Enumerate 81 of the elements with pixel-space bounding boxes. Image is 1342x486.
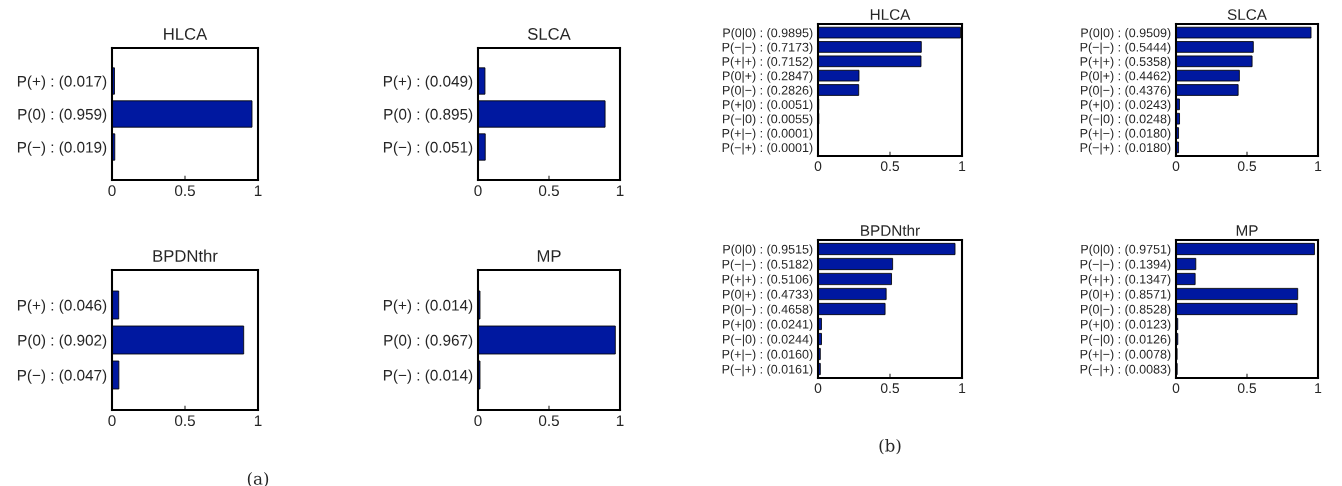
y-tick-label: P(+|0) : (0.0241) — [723, 319, 813, 332]
x-tick-label: 0.5 — [880, 383, 900, 394]
y-tick-label: P(−) : (0.014) — [383, 369, 473, 384]
y-tick-label: P(−|0) : (0.0126) — [1081, 334, 1171, 347]
y-tick-label: P(+|0) : (0.0243) — [1081, 99, 1171, 112]
y-tick-label: P(0|0) : (0.9751) — [1081, 244, 1171, 257]
chart-title: HLCA — [164, 28, 208, 40]
x-tick-label: 0 — [814, 383, 822, 394]
chart-title: MP — [537, 250, 561, 262]
y-tick-label: P(−|0) : (0.0248) — [1081, 114, 1171, 126]
x-tick-label: 1 — [959, 383, 966, 393]
y-tick-label: P(+|+) : (0.5358) — [1080, 56, 1171, 69]
y-tick-label: P(0|+) : (0.4733) — [723, 289, 813, 302]
y-tick-label: P(−|0) : (0.0055) — [723, 114, 813, 126]
y-tick-label: P(0|+) : (0.8571) — [1081, 289, 1171, 302]
x-tick-label: 0 — [1172, 383, 1180, 394]
y-tick-label: P(−|+) : (0.0161) — [722, 364, 813, 377]
y-tick-label: P(0) : (0.902) — [18, 334, 107, 349]
y-tick-label: P(0|0) : (0.9515) — [723, 244, 813, 257]
y-tick-label: P(0|0) : (0.9509) — [1081, 28, 1171, 40]
y-tick-label: P(+) : (0.049) — [383, 75, 473, 90]
chart-title: SLCA — [527, 28, 571, 40]
x-tick-label: 0 — [474, 185, 482, 197]
y-tick-label: P(0) : (0.959) — [18, 108, 107, 123]
x-tick-label: 0 — [474, 415, 482, 427]
x-tick-label: 1 — [616, 415, 624, 426]
y-tick-label: P(−|−) : (0.5444) — [1080, 42, 1171, 55]
y-tick-label: P(+|−) : (0.0180) — [1080, 128, 1171, 141]
x-tick-label: 0 — [814, 161, 822, 172]
y-tick-label: P(+|−) : (0.0001) — [722, 128, 813, 141]
y-tick-label: P(0|0) : (0.9895) — [723, 28, 813, 40]
x-tick-label: 1 — [616, 185, 624, 196]
y-tick-label: P(+) : (0.017) — [17, 75, 107, 90]
y-tick-label: P(0|+) : (0.2847) — [723, 71, 813, 83]
x-tick-label: 0.5 — [538, 185, 559, 197]
y-tick-label: P(−) : (0.019) — [17, 141, 107, 156]
chart-title: BPDNthr — [861, 224, 920, 236]
y-tick-label: P(+|0) : (0.0123) — [1081, 319, 1171, 332]
x-tick-label: 0.5 — [538, 415, 559, 427]
x-tick-label: 1 — [254, 185, 262, 196]
y-tick-label: P(0) : (0.967) — [384, 334, 473, 349]
chart-title: MP — [1236, 225, 1258, 236]
y-tick-label: P(+|+) : (0.7152) — [722, 56, 813, 69]
x-tick-label: 1 — [254, 415, 262, 426]
x-tick-label: 0.5 — [880, 161, 900, 172]
y-tick-label: P(+|−) : (0.0078) — [1080, 349, 1171, 362]
x-tick-label: 0 — [108, 185, 116, 197]
y-tick-label: P(−|+) : (0.0083) — [1080, 364, 1171, 377]
y-tick-label: P(+) : (0.046) — [17, 299, 107, 314]
y-tick-label: P(0|−) : (0.4658) — [723, 304, 813, 317]
x-tick-label: 1 — [1315, 383, 1322, 393]
y-tick-label: P(0) : (0.895) — [384, 108, 473, 123]
y-tick-label: P(0|−) : (0.4376) — [1081, 85, 1171, 98]
y-tick-label: P(−|+) : (0.0001) — [722, 142, 813, 155]
y-tick-label: P(−|0) : (0.0244) — [723, 334, 813, 347]
y-tick-label: P(+|+) : (0.1347) — [1080, 274, 1171, 287]
y-tick-label: P(+|−) : (0.0160) — [722, 349, 813, 362]
y-tick-label: P(−|+) : (0.0180) — [1080, 142, 1171, 155]
x-tick-label: 0.5 — [174, 415, 195, 427]
x-tick-label: 1 — [959, 161, 966, 171]
text: (b) — [879, 438, 901, 455]
y-tick-label: P(0|+) : (0.4462) — [1081, 71, 1171, 83]
y-tick-label: P(−) : (0.051) — [383, 141, 473, 156]
y-tick-label: P(−|−) : (0.1394) — [1080, 259, 1171, 272]
chart-title: SLCA — [1227, 9, 1267, 20]
x-tick-label: 0 — [108, 415, 116, 427]
y-tick-label: P(+|+) : (0.5106) — [722, 274, 813, 287]
y-tick-label: P(+|0) : (0.0051) — [723, 99, 813, 112]
x-tick-label: 0.5 — [174, 185, 195, 197]
x-tick-label: 0.5 — [1237, 161, 1257, 172]
chart-title: BPDNthr — [153, 249, 218, 262]
y-tick-label: P(+) : (0.014) — [383, 299, 473, 314]
y-tick-label: P(−) : (0.047) — [17, 369, 107, 384]
x-tick-label: 0 — [1172, 161, 1180, 172]
y-tick-label: P(0|−) : (0.2826) — [723, 85, 813, 98]
x-tick-label: 0.5 — [1237, 383, 1257, 394]
x-tick-label: 1 — [1315, 161, 1322, 171]
y-tick-label: P(−|−) : (0.5182) — [722, 259, 813, 272]
chart-title: HLCA — [870, 9, 911, 20]
y-tick-label: P(−|−) : (0.7173) — [722, 42, 813, 55]
y-tick-label: P(0|−) : (0.8528) — [1081, 304, 1171, 317]
